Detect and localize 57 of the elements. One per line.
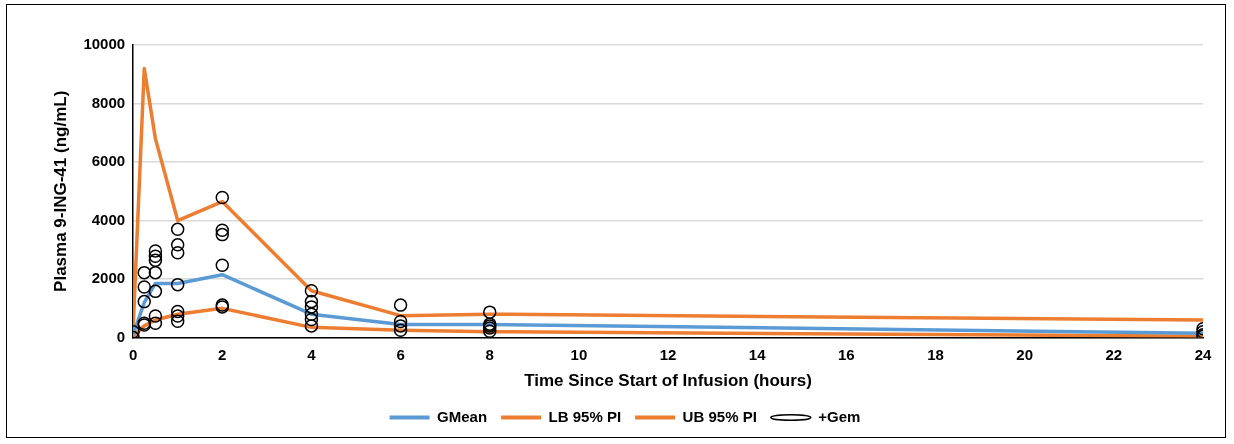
point [170, 309, 185, 323]
x-tick-label: 0 [128, 345, 138, 363]
point [482, 305, 497, 319]
x-tick-label: 20 [1016, 345, 1034, 363]
y-tick-label: 6000 [91, 152, 126, 170]
point [304, 319, 319, 333]
x-tick-label: 2 [218, 345, 227, 363]
point [148, 244, 163, 258]
legend-label: LB 95% PI [548, 407, 622, 425]
point [215, 190, 230, 205]
x-tick-label: 16 [838, 345, 855, 363]
point [215, 258, 230, 273]
y-tick-label: 4000 [91, 210, 126, 228]
point [137, 280, 152, 294]
point [170, 304, 185, 319]
x-tick-label: 24 [1194, 345, 1212, 363]
x-tick-label: 12 [659, 345, 677, 363]
point [215, 227, 230, 242]
legend-label: +Gem [818, 407, 861, 425]
point [304, 284, 319, 298]
x-tick-label: 6 [396, 345, 405, 363]
legend-label: GMean [437, 407, 488, 425]
point [393, 314, 408, 329]
point [170, 238, 185, 252]
y-tick-label: 8000 [91, 93, 126, 111]
point [215, 223, 230, 237]
point [170, 222, 185, 237]
point [148, 249, 163, 264]
point [148, 309, 163, 323]
x-axis-title: Time Since Start of Infusion (hours) [524, 371, 812, 391]
point [304, 307, 319, 321]
point [170, 277, 185, 292]
point [304, 312, 319, 327]
x-tick-label: 8 [485, 345, 494, 363]
point [137, 265, 152, 280]
y-tick-label: 2000 [91, 269, 126, 287]
x-tick-label: 14 [748, 345, 767, 363]
x-tick-label: 4 [307, 345, 317, 363]
point [170, 314, 185, 328]
point [393, 298, 408, 312]
x-tick-label: 10 [570, 345, 588, 363]
point [304, 294, 319, 309]
legend-label: UB 95% PI [682, 407, 757, 425]
point [170, 246, 185, 260]
point [304, 300, 319, 314]
point [393, 319, 408, 333]
point [137, 294, 152, 309]
point [148, 284, 163, 299]
x-tick-label: 18 [927, 345, 944, 363]
point [393, 323, 408, 338]
y-axis-title: Plasma 9-ING-41 (ng/mL) [50, 90, 70, 292]
point [148, 253, 163, 268]
x-tick-label: 22 [1105, 345, 1123, 363]
point [148, 265, 163, 280]
point [148, 316, 163, 331]
y-tick-label: 10000 [83, 35, 126, 53]
y-tick-label: 0 [116, 327, 126, 345]
